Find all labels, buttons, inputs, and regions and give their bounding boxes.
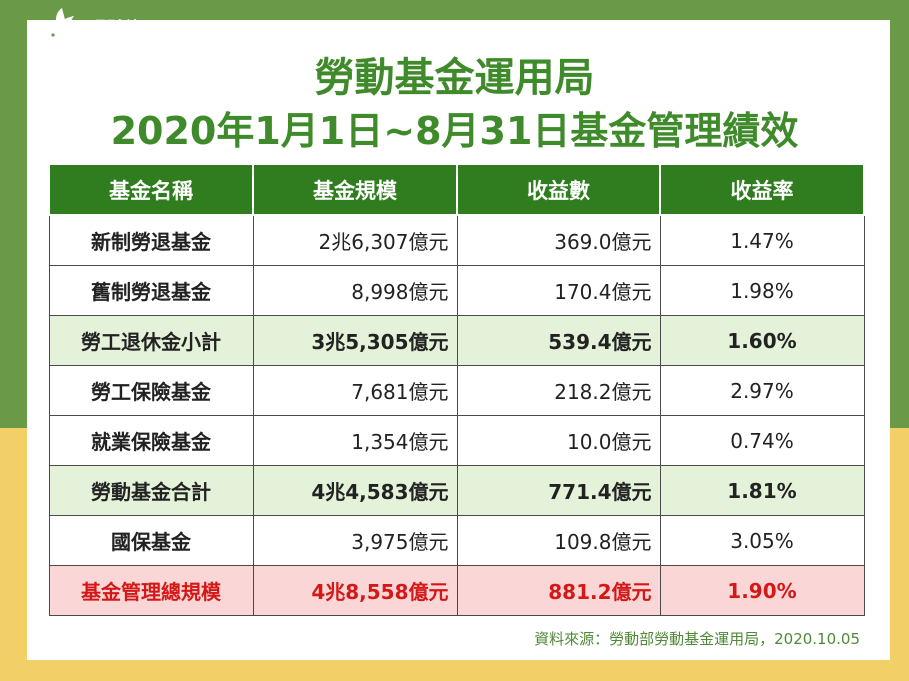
cell-return-rate: 1.60% (659, 315, 865, 366)
header-fund-scale: 基金規模 (252, 163, 458, 216)
table-row-total: 基金管理總規模 4兆8,558億元 881.2億元 1.90% (48, 565, 865, 616)
cell-income: 881.2億元 (456, 565, 661, 616)
cell-fund-scale: 1,354億元 (252, 415, 458, 466)
logo-name: 理財鴿 (90, 18, 142, 37)
cell-fund-scale: 2兆6,307億元 (252, 214, 458, 266)
cell-fund-scale: 4兆4,583億元 (252, 465, 458, 516)
cell-fund-name: 國保基金 (48, 515, 254, 566)
cell-income: 771.4億元 (456, 465, 661, 516)
cell-income: 539.4億元 (456, 315, 661, 366)
table-row: 勞工保險基金 7,681億元 218.2億元 2.97% (48, 365, 865, 416)
cell-income: 170.4億元 (456, 265, 661, 316)
cell-return-rate: 0.74% (659, 415, 865, 466)
cell-income: 218.2億元 (456, 365, 661, 416)
header-income: 收益數 (456, 163, 661, 216)
cell-return-rate: 1.81% (659, 465, 865, 516)
cell-fund-name: 基金管理總規模 (48, 565, 254, 616)
dove-icon (50, 8, 86, 43)
source-note: 資料來源：勞動部勞動基金運用局，2020.10.05 (534, 630, 860, 648)
cell-income: 369.0億元 (456, 214, 661, 266)
table-row-subtotal: 勞工退休金小計 3兆5,305億元 539.4億元 1.60% (48, 315, 865, 366)
header-fund-name: 基金名稱 (48, 163, 254, 216)
table-header-row: 基金名稱 基金規模 收益數 收益率 (48, 163, 865, 216)
cell-fund-scale: 4兆8,558億元 (252, 565, 458, 616)
cell-return-rate: 1.90% (659, 565, 865, 616)
cell-return-rate: 1.47% (659, 214, 865, 266)
cell-fund-name: 舊制勞退基金 (48, 265, 254, 316)
table-row: 國保基金 3,975億元 109.8億元 3.05% (48, 515, 865, 566)
cell-income: 109.8億元 (456, 515, 661, 566)
brand-logo: 理財鴿 FintechGO (44, 6, 164, 54)
cell-return-rate: 1.98% (659, 265, 865, 316)
cell-income: 10.0億元 (456, 415, 661, 466)
table-row: 新制勞退基金 2兆6,307億元 369.0億元 1.47% (48, 214, 865, 266)
fund-performance-table: 基金名稱 基金規模 收益數 收益率 新制勞退基金 2兆6,307億元 369.0億元… (48, 163, 865, 616)
cell-fund-scale: 3兆5,305億元 (252, 315, 458, 366)
page-subtitle: 2020年1月1日~8月31日基金管理績效 (110, 109, 799, 153)
cell-fund-scale: 3,975億元 (252, 515, 458, 566)
table-row-subtotal: 勞動基金合計 4兆4,583億元 771.4億元 1.81% (48, 465, 865, 516)
cell-fund-name: 新制勞退基金 (48, 214, 254, 266)
cell-fund-scale: 7,681億元 (252, 365, 458, 416)
cell-fund-name: 勞工保險基金 (48, 365, 254, 416)
cell-fund-name: 就業保險基金 (48, 415, 254, 466)
table-row: 就業保險基金 1,354億元 10.0億元 0.74% (48, 415, 865, 466)
cell-return-rate: 3.05% (659, 515, 865, 566)
cell-fund-name: 勞工退休金小計 (48, 315, 254, 366)
table-row: 舊制勞退基金 8,998億元 170.4億元 1.98% (48, 265, 865, 316)
page-title: 勞動基金運用局 (314, 55, 595, 101)
header-return-rate: 收益率 (659, 163, 865, 216)
cell-fund-scale: 8,998億元 (252, 265, 458, 316)
cell-fund-name: 勞動基金合計 (48, 465, 254, 516)
logo-subtitle: FintechGO (90, 34, 143, 44)
cell-return-rate: 2.97% (659, 365, 865, 416)
